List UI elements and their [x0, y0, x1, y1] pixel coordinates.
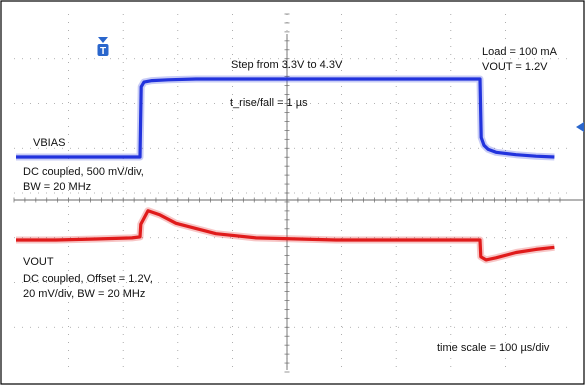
vout-coupling-line2: 20 mV/div, BW = 20 MHz — [23, 288, 145, 300]
rise-fall-annotation: t_rise/fall = 1 µs — [230, 97, 308, 109]
vout-trace — [16, 209, 555, 262]
traces — [16, 75, 555, 264]
vbias-trace — [16, 77, 555, 159]
ch1-level-marker-icon — [576, 122, 584, 132]
svg-text:T: T — [100, 46, 106, 57]
trigger-marker-icon: T — [97, 37, 109, 57]
vbias-label: VBIAS — [33, 137, 65, 149]
vbias-coupling-line2: BW = 20 MHz — [23, 181, 91, 193]
load-annotation: Load = 100 mA — [482, 46, 558, 58]
grid — [13, 13, 584, 373]
timescale-annotation: time scale = 100 µs/div — [437, 342, 550, 354]
vout-setting-annotation: VOUT = 1.2V — [482, 61, 548, 73]
step-annotation: Step from 3.3V to 4.3V — [231, 59, 343, 71]
vout-coupling-line1: DC coupled, Offset = 1.2V, — [23, 273, 153, 285]
vbias-coupling-line1: DC coupled, 500 mV/div, — [23, 166, 144, 178]
vout-label: VOUT — [23, 256, 54, 268]
